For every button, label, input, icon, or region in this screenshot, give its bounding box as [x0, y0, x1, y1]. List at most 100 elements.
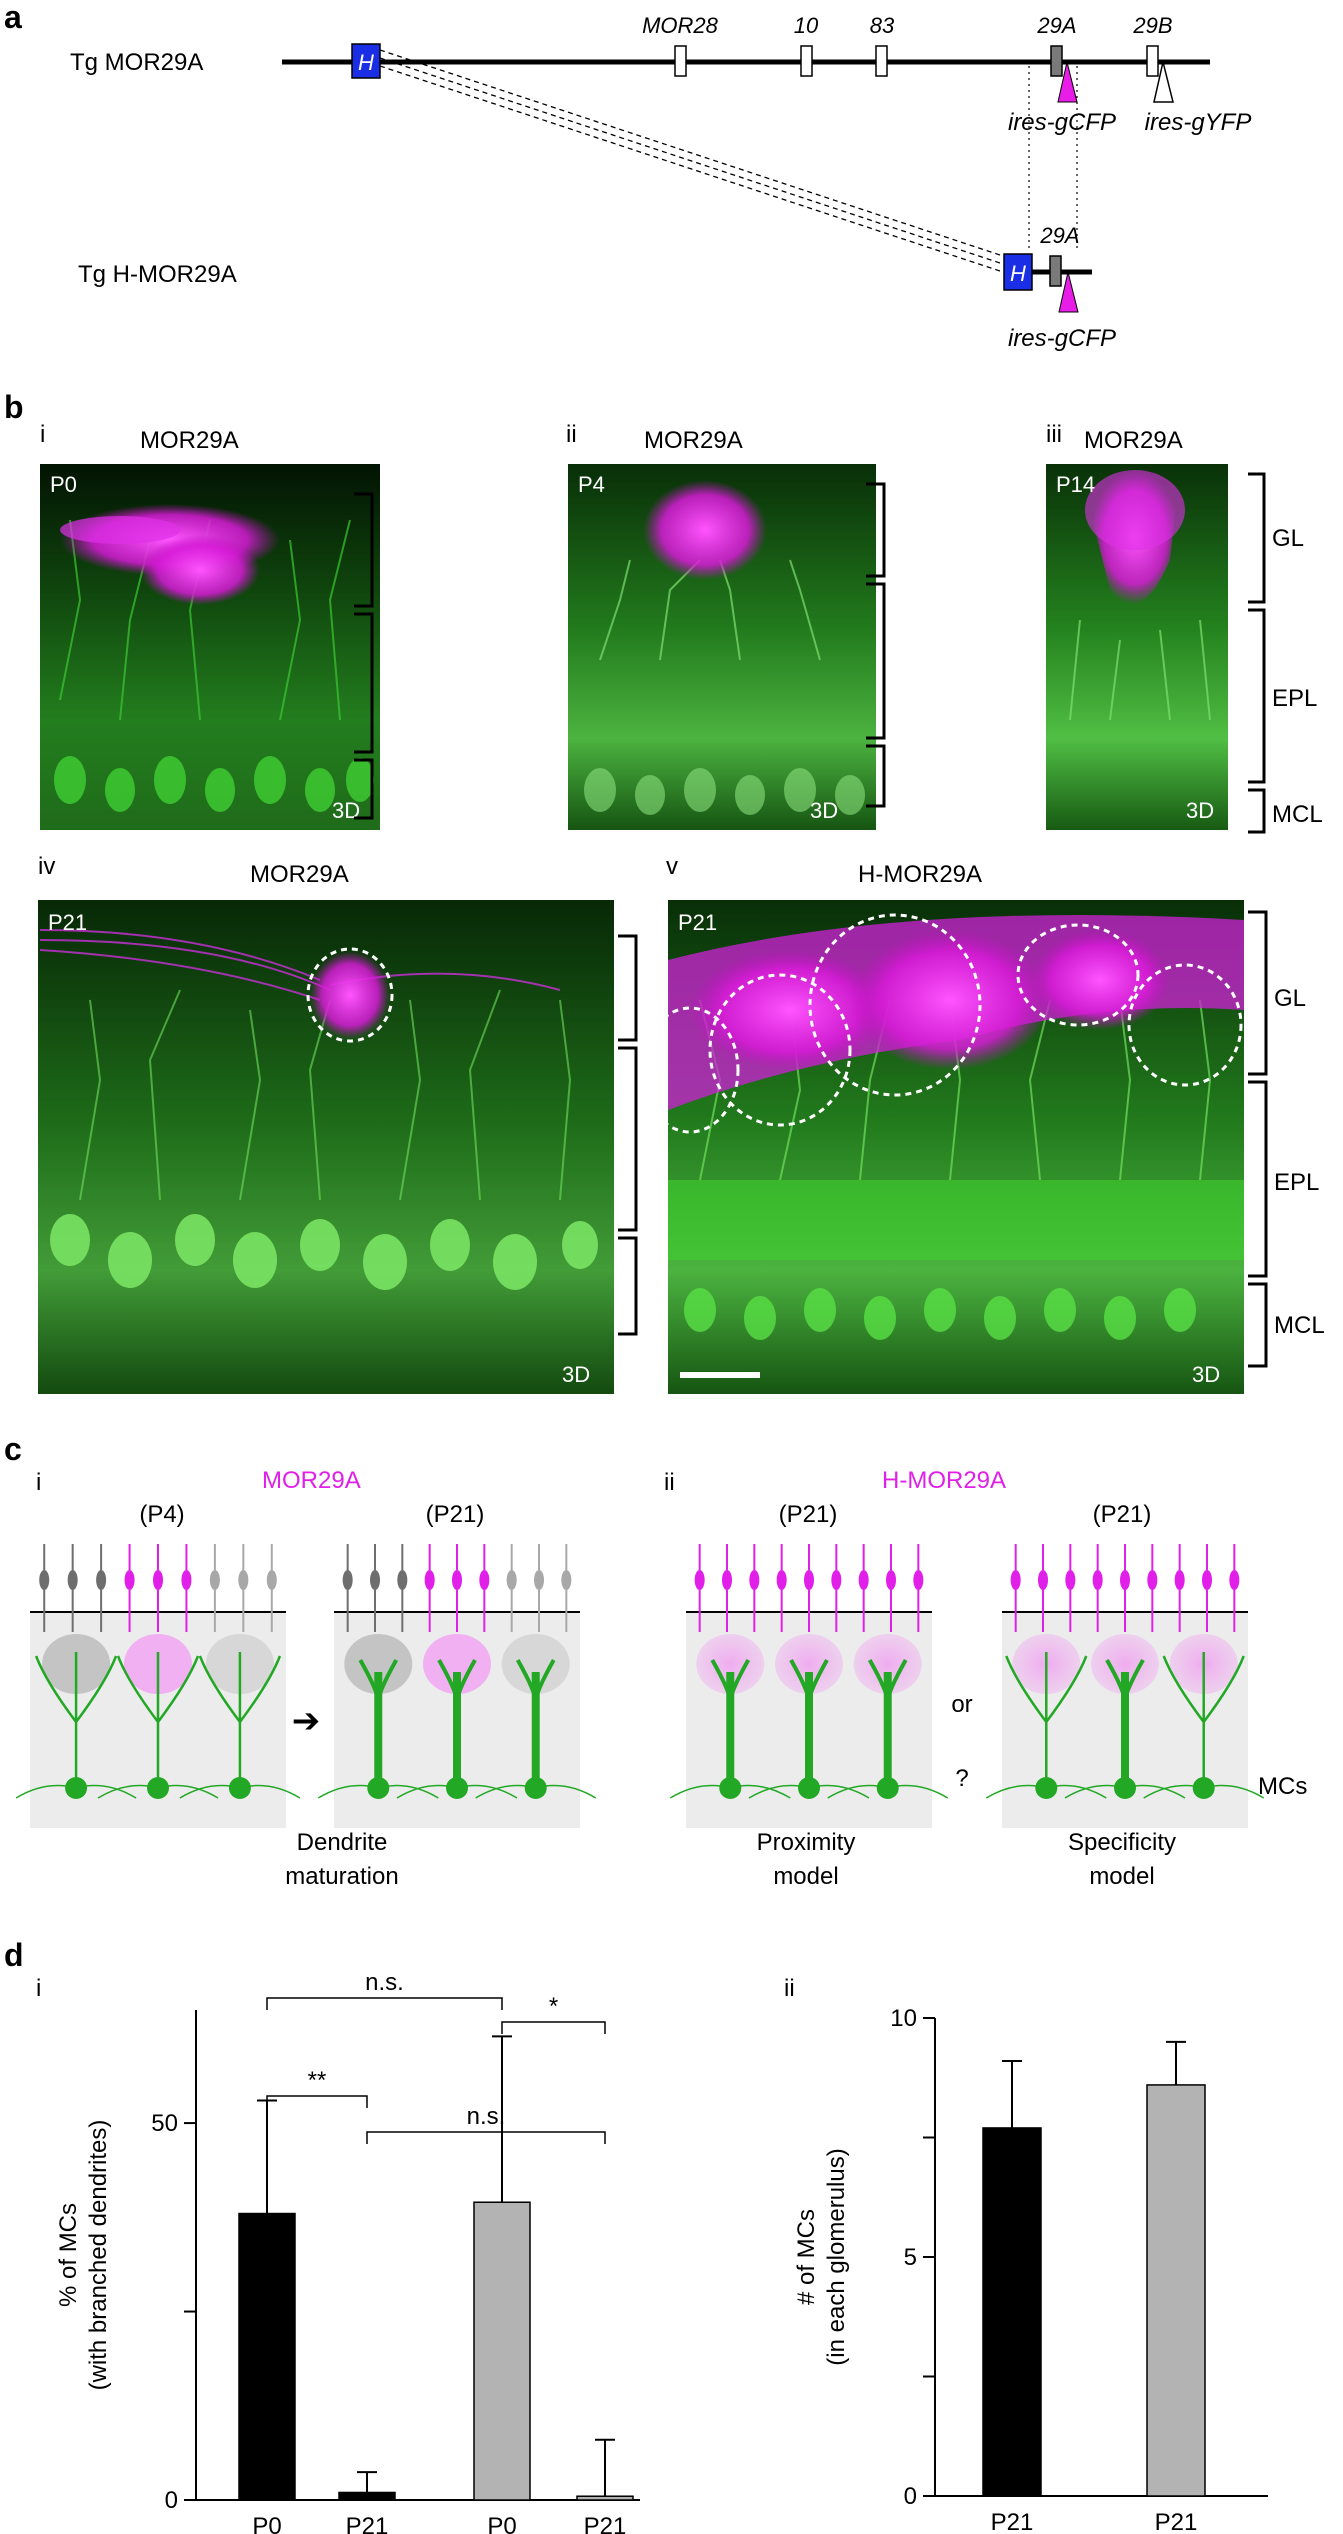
significance-label: n.s.: [467, 2103, 506, 2130]
b-layer-epl: EPL: [1274, 1169, 1319, 1196]
gene-box-10: [800, 45, 813, 77]
significance-bracket: [366, 2131, 606, 2144]
c-caption-2b: model: [773, 1863, 838, 1890]
neuron-soma: [209, 1570, 220, 1590]
c-time-1: (P4): [139, 1501, 184, 1528]
mitral-cell: [876, 1777, 899, 1799]
b-title-iii: MOR29A: [1084, 427, 1183, 454]
gene-label-29a-2: 29A: [1039, 223, 1079, 248]
neuron-soma: [1229, 1570, 1240, 1590]
c-time-3: (P21): [779, 1501, 838, 1528]
c-or: or: [951, 1691, 972, 1718]
mitral-cell: [524, 1777, 547, 1799]
mitral-cell: [65, 1777, 88, 1799]
y-axis-label: % of MCs: [55, 2203, 82, 2307]
gene-label-10: 10: [794, 13, 819, 38]
h-element-label: H: [358, 50, 374, 75]
h-element-label-2: H: [1010, 261, 1026, 286]
h-element-box: [351, 43, 381, 79]
c-title-i: MOR29A: [262, 1467, 361, 1494]
neuron-soma: [561, 1570, 572, 1590]
mc-tuft: [515, 1659, 556, 1703]
significance-label: **: [308, 2067, 327, 2094]
neuron-soma: [506, 1570, 517, 1590]
significance-bracket: [266, 1997, 503, 2010]
glomerulus: [423, 1634, 491, 1694]
neuron-soma: [886, 1570, 896, 1590]
b-title-iv: MOR29A: [250, 861, 349, 888]
dashed-connector-2: [379, 57, 1004, 265]
panel-letter-d: d: [4, 1937, 24, 1973]
gene-box-29a: [1050, 45, 1063, 77]
neuron-soma: [370, 1570, 380, 1590]
b-age-v: P21: [678, 910, 717, 935]
glomerulus: [696, 1634, 765, 1694]
neuron-soma: [342, 1570, 353, 1590]
mitral-cell: [147, 1777, 169, 1799]
b-layer-epl-top: EPL: [1272, 685, 1317, 712]
gene-label-mor28: MOR28: [642, 13, 719, 38]
c-caption-3b: model: [1089, 1863, 1154, 1890]
mitral-cell: [1114, 1777, 1136, 1799]
bar: [1146, 2084, 1206, 2497]
c-time-2: (P21): [426, 1501, 485, 1528]
neuron-soma: [67, 1570, 78, 1590]
micrograph-iv: [38, 900, 614, 1394]
b-title-ii: MOR29A: [644, 427, 743, 454]
chart-i: 0 50 % of MCs (with branched dendrites) P0 P2…: [55, 1969, 640, 2534]
b-3d-ii: 3D: [810, 798, 838, 823]
schematic-1: [15, 1544, 301, 1828]
gene-label-29a: 29A: [1036, 13, 1076, 38]
x-tick-label: P21: [346, 2513, 389, 2534]
glomerulus: [344, 1634, 413, 1694]
c-time-4: (P21): [1093, 1501, 1152, 1528]
gene-box-29b: [1146, 45, 1159, 77]
neuron-soma: [479, 1570, 490, 1590]
c-sub-i: i: [36, 1469, 41, 1496]
panel-letter-a: a: [4, 0, 22, 35]
neuron-soma: [1120, 1570, 1130, 1590]
gene-label-29b: 29B: [1132, 13, 1172, 38]
dashed-connector-3: [379, 65, 1004, 273]
neuron-soma: [913, 1570, 924, 1590]
c-caption-1b: maturation: [285, 1863, 398, 1890]
ires-gyfp-label: ires-gYFP: [1145, 109, 1252, 136]
y-axis-label-sub: (in each glomerulus): [823, 2148, 850, 2365]
ires-gcfp-label-2: ires-gCFP: [1008, 325, 1116, 352]
significance-bracket: [501, 2021, 606, 2034]
b-sub-iii: iii: [1046, 421, 1062, 448]
neuron-soma: [181, 1570, 192, 1590]
x-tick-label: P21: [584, 2513, 627, 2534]
mc-branched-dendrite: [1162, 1652, 1245, 1788]
glomerulus: [501, 1634, 570, 1694]
b-sub-i: i: [40, 421, 45, 448]
c-mcs-label: MCs: [1258, 1773, 1307, 1800]
y-axis-label-sub: (with branched dendrites): [85, 2120, 112, 2391]
c-arrow: ➔: [292, 1702, 321, 1740]
bar: [338, 2491, 396, 2501]
b-3d-iii: 3D: [1186, 798, 1214, 823]
mc-tuft: [789, 1659, 829, 1703]
neuron-soma: [124, 1570, 135, 1590]
d-sub-ii: ii: [784, 1975, 795, 2002]
neuron-soma: [1147, 1570, 1158, 1590]
mitral-cell: [1035, 1777, 1058, 1799]
c-caption-1a: Dendrite: [297, 1829, 388, 1856]
c-title-ii: H-MOR29A: [882, 1467, 1006, 1494]
neuron-soma: [804, 1570, 814, 1590]
c-caption-2a: Proximity: [757, 1829, 856, 1856]
bar: [982, 2127, 1042, 2497]
mc-tuft: [710, 1659, 751, 1703]
mc-branched-dendrite: [34, 1652, 118, 1788]
gene-label-83: 83: [870, 13, 895, 38]
mitral-cell: [798, 1777, 820, 1799]
neuron-soma: [1038, 1570, 1048, 1590]
neuron-soma: [1202, 1570, 1212, 1590]
schematic-2: [317, 1544, 597, 1828]
y-tick-label: 5: [904, 2244, 917, 2271]
mitral-cell: [719, 1777, 742, 1799]
b-title-i: MOR29A: [140, 427, 239, 454]
c-caption-3a: Specificity: [1068, 1829, 1176, 1856]
d-sub-i: i: [36, 1975, 41, 2002]
ires-gcfp-marker-2: [1058, 271, 1079, 313]
